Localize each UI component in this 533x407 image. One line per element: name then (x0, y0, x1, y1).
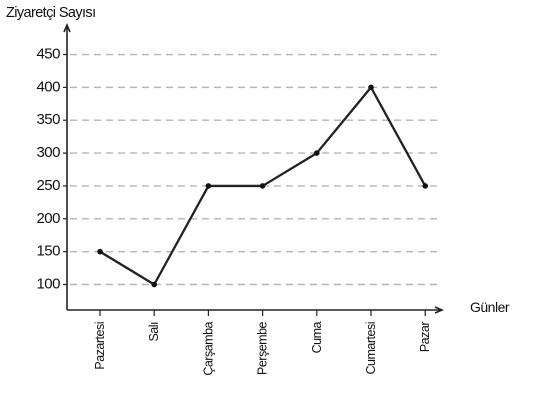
y-tick-label: 150 (36, 243, 60, 260)
x-axis-ticks: Pazartesi Salı Çarşamba Perşembe Cuma Cumarte… (93, 310, 432, 376)
data-point (368, 84, 374, 91)
y-axis-arrow (63, 22, 71, 33)
data-point (97, 248, 103, 255)
data-point (314, 150, 320, 156)
gridlines (70, 53, 440, 286)
y-tick-label: 200 (36, 210, 60, 227)
series (97, 84, 429, 288)
x-tick-label: Cuma (310, 321, 324, 353)
y-tick-label: 400 (36, 78, 60, 95)
y-tick-label: 100 (36, 275, 60, 292)
x-tick-label: Salı (147, 322, 161, 342)
x-tick-label: Çarşamba (201, 321, 215, 375)
y-tick-label: 350 (36, 111, 60, 128)
x-tick-label: Cumartesi (364, 322, 378, 374)
y-tick-label: 300 (36, 144, 60, 161)
data-point (151, 281, 157, 288)
y-axis-label: Ziyaretçi Sayısı (6, 5, 96, 21)
y-axis-ticks: 100 150 200 250 300 350 400 450 (36, 45, 67, 292)
data-point (205, 183, 212, 189)
y-tick-label: 450 (36, 45, 60, 62)
x-axis-arrow (434, 306, 445, 314)
y-tick-label: 250 (36, 177, 60, 194)
data-point (422, 183, 429, 189)
axes (63, 22, 445, 314)
x-tick-label: Pazar (418, 322, 432, 352)
x-tick-label: Pazartesi (93, 322, 107, 370)
x-tick-label: Perşembe (256, 321, 270, 375)
data-point (259, 183, 266, 189)
x-axis-label: Günler (470, 299, 510, 315)
